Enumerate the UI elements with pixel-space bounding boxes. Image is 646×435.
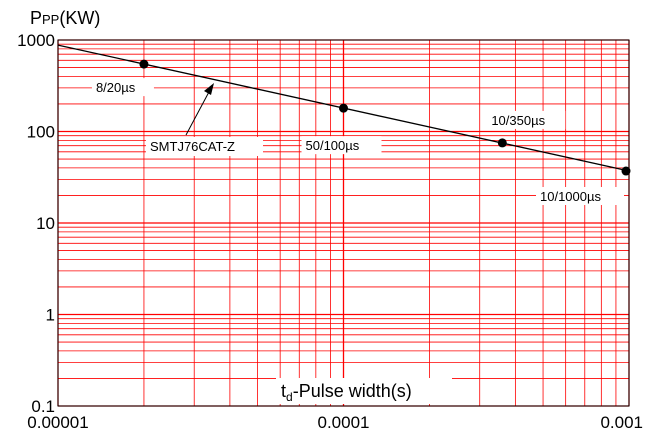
y-axis-title: PPP(KW) xyxy=(30,8,100,28)
data-point xyxy=(497,138,507,148)
y-tick-label: 1 xyxy=(46,306,55,325)
plot-frame xyxy=(57,39,630,407)
annotation-label-bg xyxy=(146,137,263,156)
data-label-bg xyxy=(91,78,154,97)
y-tick-labels: 0.1 1 10 100 1000 xyxy=(17,31,55,416)
data-label-bg xyxy=(536,187,624,206)
y-axis-title-rest: (KW) xyxy=(59,8,100,28)
x-axis-title-bg xyxy=(276,378,452,404)
data-point xyxy=(621,166,631,176)
annotation-arrowhead xyxy=(204,83,214,95)
x-axis-title: td-Pulse width(s) xyxy=(281,381,412,404)
series-annotation: SMTJ76CAT-Z xyxy=(146,83,263,156)
y-axis-title-sub: PP xyxy=(42,12,59,27)
y-axis-title-main: P xyxy=(30,8,42,28)
x-tick-label: 0.00001 xyxy=(27,413,88,432)
data-point-label: 10/1000µs xyxy=(540,189,601,204)
x-axis-title-main: t xyxy=(281,381,286,401)
data-label-bg xyxy=(487,110,566,129)
y-tick-label: 10 xyxy=(36,214,55,233)
data-point-label: 8/20µs xyxy=(96,80,136,95)
data-point-label: 50/100µs xyxy=(306,138,360,153)
annotation-label: SMTJ76CAT-Z xyxy=(150,139,235,154)
y-tick-label: 1000 xyxy=(17,31,55,50)
data-point xyxy=(139,59,149,69)
data-label-bg xyxy=(301,136,382,155)
x-tick-label: 0.0001 xyxy=(318,413,370,432)
x-tick-label: 0.001 xyxy=(600,413,643,432)
data-point xyxy=(339,103,348,113)
annotation-arrow-line xyxy=(185,89,211,136)
data-points: 8/20µs 50/100µs 10/350µs 10/1000µs xyxy=(91,59,631,206)
y-tick-label: 0.1 xyxy=(31,397,55,416)
x-axis-title-rest: -Pulse width(s) xyxy=(293,381,412,401)
y-tick-label: 100 xyxy=(27,123,55,142)
x-axis-title-sub: d xyxy=(286,390,293,404)
x-tick-labels: 0.00001 0.0001 0.001 xyxy=(27,413,643,432)
data-point-label: 10/350µs xyxy=(491,113,545,128)
